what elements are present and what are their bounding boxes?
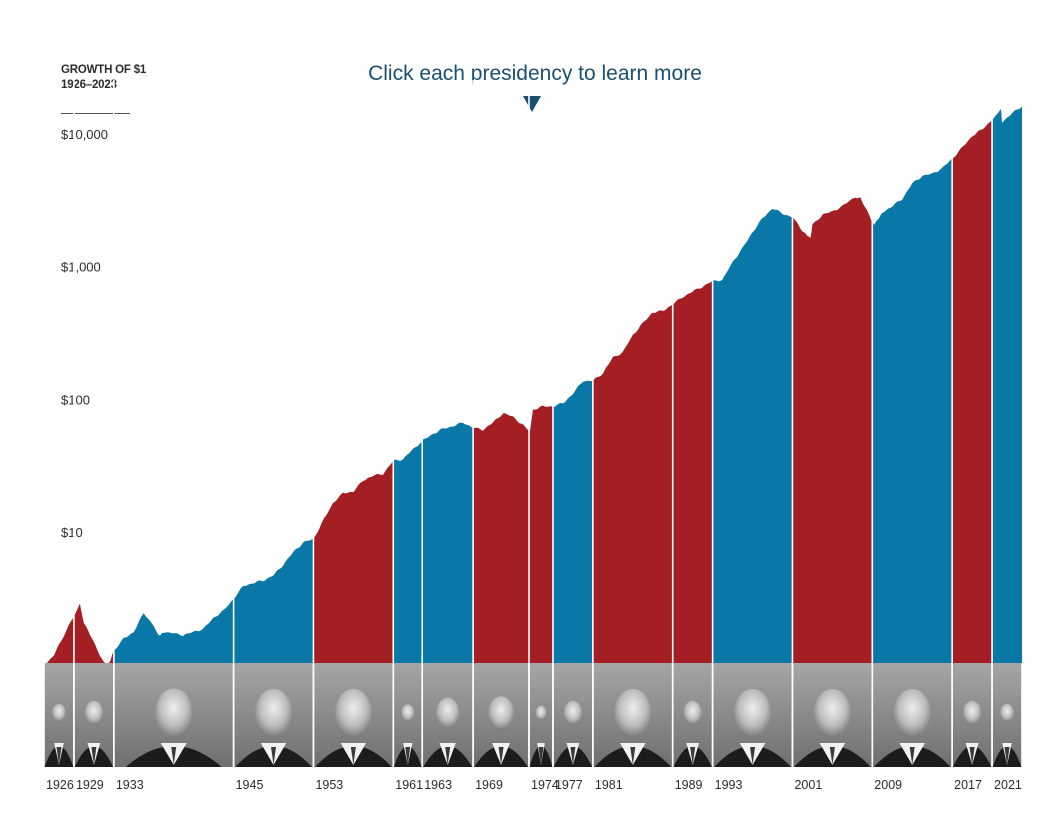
portrait-tie (1004, 747, 1010, 765)
portrait-face (1000, 703, 1014, 723)
y-axis: $10 $100 $1,000 $10,000 (61, 127, 108, 540)
portrait-tie (350, 747, 356, 765)
presidency-area-1969[interactable] (473, 80, 530, 663)
header-range: 1926–2023 (61, 79, 117, 91)
header-title: GROWTH OF $1 (61, 64, 147, 76)
x-tick-label: 2021 (994, 778, 1022, 792)
presidency-area-1963[interactable] (422, 80, 474, 663)
portrait-1963[interactable] (423, 663, 473, 767)
portrait-tie (271, 747, 277, 765)
portrait-tie (570, 747, 576, 765)
portrait-face (84, 700, 104, 726)
portrait-tie (498, 747, 504, 765)
x-tick-label: 1974 (531, 778, 559, 792)
presidency-area-1989[interactable] (672, 80, 713, 663)
presidency-area-2009[interactable] (872, 80, 953, 663)
portrait-face (401, 704, 415, 722)
portrait-1977[interactable] (553, 663, 593, 767)
x-tick-label: 2017 (954, 778, 982, 792)
x-tick-label: 1945 (236, 778, 264, 792)
presidency-area-1993[interactable] (712, 80, 793, 663)
x-tick-label: 1929 (76, 778, 104, 792)
y-tick-label: $10,000 (61, 127, 108, 142)
portrait-face (893, 688, 931, 738)
portrait-1929[interactable] (74, 663, 114, 767)
x-tick-label: 2001 (794, 778, 822, 792)
cta-text: Click each presidency to learn more (368, 62, 702, 85)
presidency-area-1961[interactable] (393, 80, 423, 663)
portrait-tie (750, 747, 756, 765)
portrait-tie (56, 747, 62, 765)
portrait-tie (909, 747, 915, 765)
portrait-tie (171, 747, 177, 765)
portrait-1926[interactable] (44, 663, 74, 767)
portrait-face (563, 700, 583, 726)
portrait-face (614, 688, 652, 738)
presidency-area-1933[interactable] (113, 80, 234, 663)
presidency-area-1926[interactable] (44, 80, 74, 663)
portrait-1953[interactable] (314, 663, 393, 767)
portrait-face (255, 688, 292, 738)
portrait-face (683, 700, 702, 726)
portrait-tie (969, 747, 975, 765)
portrait-1961[interactable] (393, 663, 422, 767)
portrait-tie (829, 747, 835, 765)
x-tick-label: 1989 (675, 778, 703, 792)
y-tick-label: $100 (61, 392, 90, 407)
portrait-2001[interactable] (793, 663, 872, 767)
y-tick-label: $10 (61, 525, 83, 540)
presidency-area-1945[interactable] (233, 80, 314, 663)
portrait-1933[interactable] (114, 663, 233, 767)
portrait-face (435, 697, 460, 729)
x-tick-label: 1981 (595, 778, 623, 792)
presidency-area-1977[interactable] (552, 80, 593, 663)
presidency-area-2017[interactable] (952, 80, 993, 663)
portrait-band (44, 663, 1022, 767)
chart-header: GROWTH OF $1 1926–2023 (61, 63, 146, 93)
header-divider (61, 113, 130, 114)
presidency-area-2021[interactable] (992, 80, 1022, 663)
portrait-face (535, 705, 547, 721)
portrait-face (962, 700, 982, 726)
portrait-1993[interactable] (713, 663, 792, 767)
x-tick-label: 1963 (424, 778, 452, 792)
portrait-face (488, 696, 514, 730)
x-tick-label: 1953 (315, 778, 343, 792)
triangle-down-icon (523, 96, 541, 112)
portrait-2009[interactable] (873, 663, 952, 767)
portrait-tie (630, 747, 636, 765)
portrait-face (734, 688, 771, 738)
x-tick-label: 2009 (874, 778, 902, 792)
x-tick-label: 1961 (395, 778, 423, 792)
x-tick-label: 1977 (555, 778, 583, 792)
x-tick-label: 1969 (475, 778, 503, 792)
y-tick-label: $1,000 (61, 260, 101, 275)
portrait-face (813, 688, 851, 738)
portrait-2021[interactable] (992, 663, 1022, 767)
x-tick-label: 1993 (715, 778, 743, 792)
portrait-1974[interactable] (529, 663, 553, 767)
portrait-face (52, 703, 66, 723)
presidency-area-1981[interactable] (592, 80, 673, 663)
portrait-tie (445, 747, 451, 765)
x-axis: 1926 1929 1933 1945 1953 1961 1963 1969 19741977… (46, 778, 1022, 792)
portrait-face (334, 688, 372, 738)
portrait-tie (690, 747, 696, 765)
portrait-tie (538, 747, 544, 765)
presidency-area-1929[interactable] (73, 80, 114, 663)
portrait-1969[interactable] (473, 663, 529, 767)
portrait-face (155, 688, 193, 738)
presidency-area-1953[interactable] (313, 80, 394, 663)
portrait-1981[interactable] (593, 663, 672, 767)
portrait-1989[interactable] (673, 663, 712, 767)
portrait-tie (405, 747, 411, 765)
portrait-tie (91, 747, 97, 765)
x-tick-label: 1933 (116, 778, 144, 792)
presidency-area-1974[interactable] (529, 80, 553, 663)
portrait-1945[interactable] (234, 663, 313, 767)
presidency-area-2001[interactable] (792, 80, 873, 663)
x-tick-label: 1926 (46, 778, 74, 792)
portrait-2017[interactable] (952, 663, 992, 767)
